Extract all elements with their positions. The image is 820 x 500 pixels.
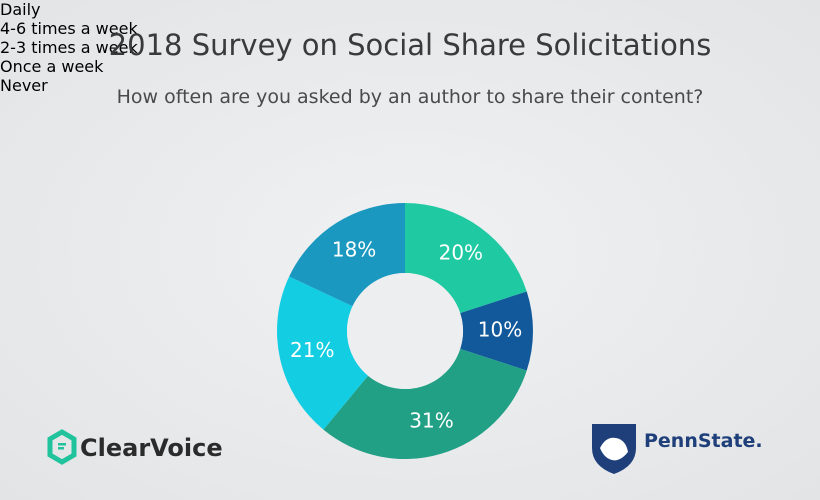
slice-label: 18% <box>332 237 376 261</box>
legend-item: Never <box>0 76 820 95</box>
chart-subtitle: How often are you asked by an author to … <box>116 86 704 108</box>
donut-slice <box>323 348 527 459</box>
pennstate-logo: PennState. <box>644 430 763 452</box>
donut-slice <box>289 203 405 307</box>
donut-hole <box>347 273 463 389</box>
legend-text: 2-3 times a week <box>0 38 138 57</box>
legend-item: Once a week <box>0 57 820 76</box>
donut-slice <box>277 276 369 430</box>
donut-slice <box>460 291 533 371</box>
legend-item: Daily <box>0 0 820 19</box>
slice-label: 20% <box>439 241 483 265</box>
chart-title: 2018 Survey on Social Share Solicitation… <box>108 28 712 62</box>
legend-text: 4-6 times a week <box>0 19 138 38</box>
slice-label: 10% <box>478 318 522 342</box>
legend-item: 4-6 times a week <box>0 19 820 38</box>
pennstate-shield <box>592 424 636 474</box>
slice-label: 31% <box>409 409 453 433</box>
slice-label: 21% <box>290 338 334 362</box>
legend-text: Daily <box>0 0 41 19</box>
donut-slice <box>405 203 527 314</box>
clearvoice-logo: ClearVoice <box>80 434 223 462</box>
legend-text: Once a week <box>0 57 104 76</box>
legend-text: Never <box>0 76 48 95</box>
legend-item: 2-3 times a week <box>0 38 820 57</box>
clearvoice-icon <box>47 429 77 465</box>
